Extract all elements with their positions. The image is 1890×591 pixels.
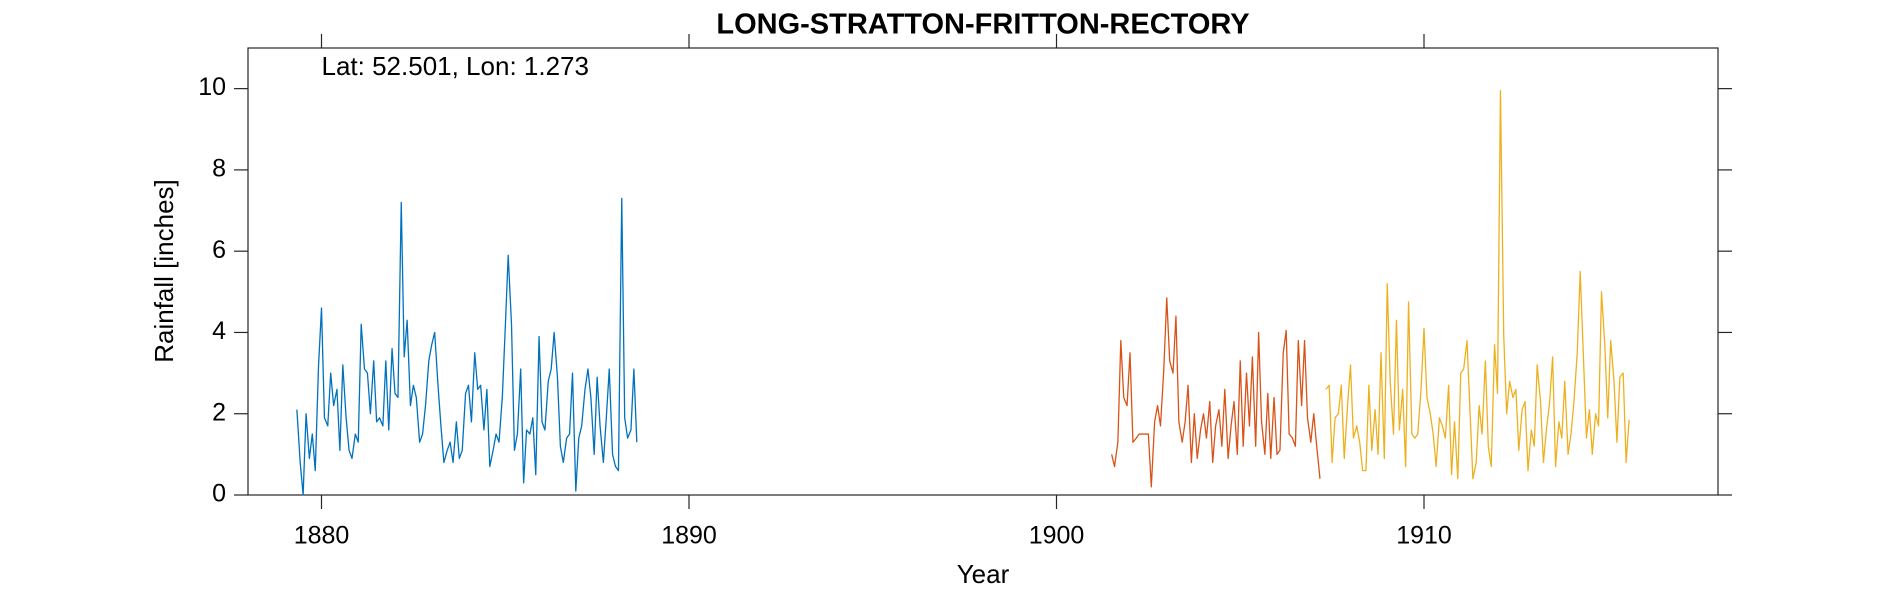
plot-area [247, 47, 1719, 496]
x-tick-label: 1890 [661, 522, 717, 550]
y-tick-label: 8 [212, 155, 226, 183]
x-tick-label: 1910 [1396, 522, 1452, 550]
y-tick-label: 10 [198, 73, 226, 101]
series-line [1110, 297, 1321, 488]
y-tick-label: 2 [212, 398, 226, 426]
y-tick-label: 4 [212, 317, 226, 345]
x-tick-label: 1900 [1029, 522, 1085, 550]
y-tick-label: 6 [212, 236, 226, 264]
series-line [1325, 90, 1630, 480]
y-tick-label: 0 [212, 480, 226, 508]
chart-title: LONG-STRATTON-FRITTON-RECTORY [716, 9, 1249, 41]
x-axis-label: Year [957, 559, 1010, 589]
x-tick-label: 1880 [294, 522, 350, 550]
y-axis-label: Rainfall [inches] [149, 179, 179, 363]
annotation: Lat: 52.501, Lon: 1.273 [322, 51, 589, 81]
series-line [296, 197, 638, 496]
